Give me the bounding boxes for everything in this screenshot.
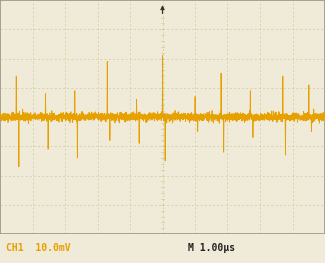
Text: 1→: 1→ (1, 113, 14, 122)
Text: M 1.00μs: M 1.00μs (188, 243, 236, 253)
Text: CH1  10.0mV: CH1 10.0mV (6, 243, 71, 253)
